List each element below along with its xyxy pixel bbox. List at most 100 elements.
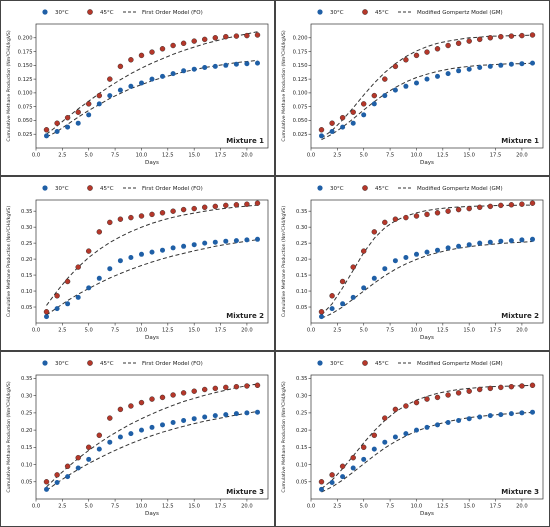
x-tick-label: 15.0 bbox=[463, 153, 475, 159]
panel-border bbox=[275, 351, 550, 527]
data-point bbox=[392, 216, 399, 222]
data-point bbox=[85, 101, 92, 107]
x-tick-label: 10.0 bbox=[411, 153, 423, 159]
x-tick-label: 0.0 bbox=[307, 328, 315, 334]
x-tick-label: 15.0 bbox=[463, 504, 475, 510]
data-point bbox=[329, 480, 335, 485]
x-tick-label: 10.0 bbox=[136, 153, 148, 159]
legend-marker-30 bbox=[42, 9, 48, 15]
legend-label-model: First Order Model (FO) bbox=[142, 10, 203, 16]
data-point bbox=[128, 57, 134, 63]
data-point bbox=[498, 412, 504, 418]
data-point bbox=[170, 208, 176, 214]
data-point bbox=[54, 472, 60, 478]
data-point bbox=[413, 52, 420, 59]
data-point bbox=[65, 301, 71, 307]
legend: 30°C 45°C First Order Model (FO) bbox=[42, 185, 203, 192]
data-point bbox=[170, 420, 176, 425]
x-tick-label: 12.5 bbox=[437, 328, 449, 334]
data-point bbox=[445, 245, 451, 251]
data-point bbox=[212, 385, 219, 392]
data-point bbox=[128, 431, 134, 437]
legend: 30°C 45°C Modified Gompertz Model (GM) bbox=[317, 360, 503, 367]
data-point bbox=[382, 415, 388, 421]
x-axis-label: Days bbox=[145, 160, 159, 166]
data-point bbox=[445, 392, 451, 398]
data-point bbox=[75, 455, 81, 461]
y-tick-label: 0.35 bbox=[296, 376, 308, 382]
data-point bbox=[128, 255, 134, 260]
data-point bbox=[339, 278, 346, 285]
y-tick-label: 0.20 bbox=[21, 428, 33, 434]
y-tick-label: 0.05 bbox=[21, 480, 33, 486]
data-point bbox=[244, 410, 250, 416]
series-45c bbox=[318, 32, 536, 133]
series-30c bbox=[44, 236, 260, 320]
mixture-label: Mixture 3 bbox=[226, 488, 264, 496]
data-point bbox=[403, 403, 409, 409]
data-point bbox=[223, 202, 229, 209]
data-point bbox=[159, 394, 166, 401]
data-point bbox=[529, 200, 536, 206]
data-point bbox=[392, 258, 398, 264]
series-30c bbox=[319, 236, 535, 320]
data-point bbox=[128, 403, 134, 409]
series-45c bbox=[43, 200, 261, 315]
y-tick-label: 0.150 bbox=[18, 63, 33, 69]
data-point bbox=[244, 32, 250, 39]
data-point bbox=[414, 251, 419, 257]
data-point bbox=[371, 101, 377, 107]
data-point bbox=[107, 439, 113, 445]
data-point bbox=[107, 266, 113, 272]
legend-label-30: 30°C bbox=[330, 361, 344, 367]
x-tick-label: 0.0 bbox=[307, 153, 315, 159]
data-point bbox=[519, 32, 525, 39]
y-tick-label: 0.10 bbox=[21, 289, 33, 295]
x-axis-label: Days bbox=[145, 335, 159, 341]
data-point bbox=[117, 63, 124, 70]
data-point bbox=[318, 309, 325, 315]
data-point bbox=[233, 33, 240, 39]
data-point bbox=[96, 275, 102, 281]
y-tick-label: 0.35 bbox=[296, 209, 308, 215]
data-point bbox=[466, 205, 472, 212]
data-point bbox=[202, 414, 208, 420]
plot-frame bbox=[310, 374, 544, 500]
data-point bbox=[487, 203, 493, 210]
x-tick-label: 5.0 bbox=[85, 328, 93, 334]
plot-frame bbox=[310, 199, 544, 324]
data-point bbox=[54, 120, 60, 126]
data-point bbox=[180, 206, 187, 213]
data-point bbox=[223, 384, 229, 391]
series-45c bbox=[318, 200, 536, 315]
x-tick-label: 5.0 bbox=[360, 328, 368, 334]
data-point bbox=[477, 414, 483, 420]
x-tick-label: 0.0 bbox=[32, 328, 40, 334]
data-point bbox=[233, 411, 239, 417]
model-curve-fit-30 bbox=[321, 241, 533, 319]
data-point bbox=[456, 243, 462, 249]
data-point bbox=[181, 68, 187, 74]
data-point bbox=[191, 416, 197, 422]
data-point bbox=[434, 46, 441, 52]
data-point bbox=[128, 214, 134, 221]
data-point bbox=[255, 409, 260, 415]
y-tick-label: 0.050 bbox=[293, 118, 308, 124]
y-tick-label: 0.15 bbox=[296, 273, 308, 279]
data-point bbox=[487, 63, 493, 69]
data-point bbox=[139, 427, 144, 433]
data-point bbox=[128, 83, 134, 89]
data-point bbox=[202, 65, 208, 70]
data-point bbox=[445, 71, 451, 77]
y-tick-label: 0.20 bbox=[21, 257, 33, 263]
data-point bbox=[340, 124, 346, 130]
data-point bbox=[44, 486, 49, 492]
data-point bbox=[233, 384, 240, 390]
data-point bbox=[392, 63, 399, 70]
data-point bbox=[350, 294, 356, 300]
panel-border bbox=[0, 176, 275, 351]
data-point bbox=[413, 213, 420, 219]
data-point bbox=[530, 236, 535, 242]
y-tick-label: 0.25 bbox=[296, 411, 308, 417]
legend-label-model: Modified Gompertz Model (GM) bbox=[417, 361, 503, 367]
